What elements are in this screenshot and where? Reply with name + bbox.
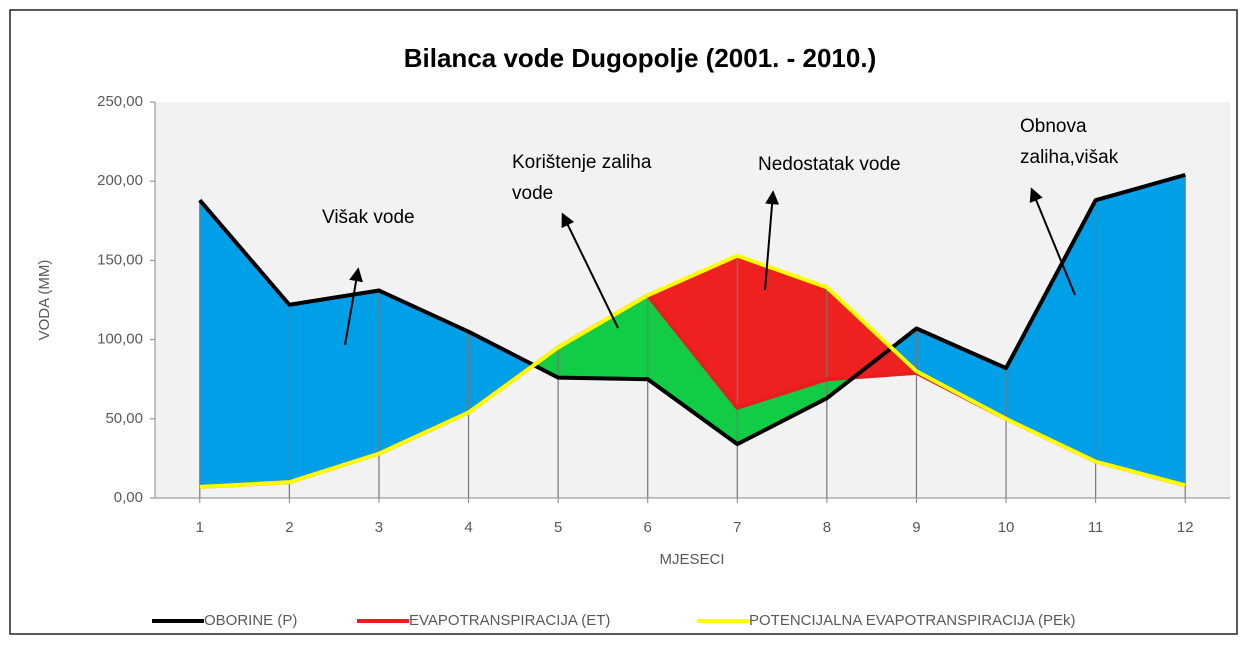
legend-label: OBORINE (P) bbox=[204, 612, 297, 629]
chart-title: Bilanca vode Dugopolje (2001. - 2010.) bbox=[404, 43, 876, 73]
arrow bbox=[764, 190, 780, 291]
y-tick-label: 150,00 bbox=[97, 251, 143, 268]
annotation: Korištenje zaliha bbox=[512, 152, 652, 173]
x-tick-label: 7 bbox=[733, 519, 741, 536]
y-tick-label: 100,00 bbox=[97, 331, 143, 348]
y-tick-label: 50,00 bbox=[105, 410, 143, 427]
x-tick-label: 9 bbox=[912, 519, 920, 536]
y-tick-label: 0,00 bbox=[114, 489, 143, 506]
arrow bbox=[561, 212, 619, 329]
annotation: vode bbox=[512, 183, 553, 204]
x-tick-label: 11 bbox=[1088, 519, 1104, 536]
y-tick-label: 250,00 bbox=[97, 93, 143, 110]
x-tick-label: 12 bbox=[1177, 519, 1194, 536]
arrow bbox=[1029, 187, 1076, 296]
y-axis-label: VODA (MM) bbox=[36, 260, 53, 341]
legend-label: POTENCIJALNA EVAPOTRANSPIRACIJA (PEk) bbox=[749, 612, 1075, 629]
x-tick-label: 4 bbox=[464, 519, 472, 536]
x-tick-label: 2 bbox=[285, 519, 293, 536]
x-tick-label: 8 bbox=[823, 519, 831, 536]
x-tick-label: 5 bbox=[554, 519, 562, 536]
x-axis-label: MJESECI bbox=[659, 551, 724, 568]
background-mask bbox=[199, 365, 1186, 498]
annotation: zaliha,višak bbox=[1020, 147, 1119, 168]
annotations: Višak vode Korištenje zaliha vode Nedostata… bbox=[322, 116, 1119, 346]
x-tick-label: 3 bbox=[375, 519, 383, 536]
annotation: Nedostatak vode bbox=[758, 154, 901, 175]
y-tick-label: 200,00 bbox=[97, 172, 143, 189]
legend-label: EVAPOTRANSPIRACIJA (ET) bbox=[409, 612, 610, 629]
series-line bbox=[198, 172, 1186, 447]
arrow bbox=[344, 267, 363, 346]
annotation: Obnova bbox=[1020, 116, 1087, 137]
x-tick-label: 6 bbox=[644, 519, 652, 536]
x-tick-label: 1 bbox=[196, 519, 204, 536]
series-line bbox=[199, 253, 1186, 489]
annotation: Višak vode bbox=[322, 207, 415, 228]
legend: OBORINE (P) EVAPOTRANSPIRACIJA (ET) POTENC… bbox=[152, 612, 1075, 629]
x-tick-label: 10 bbox=[998, 519, 1015, 536]
